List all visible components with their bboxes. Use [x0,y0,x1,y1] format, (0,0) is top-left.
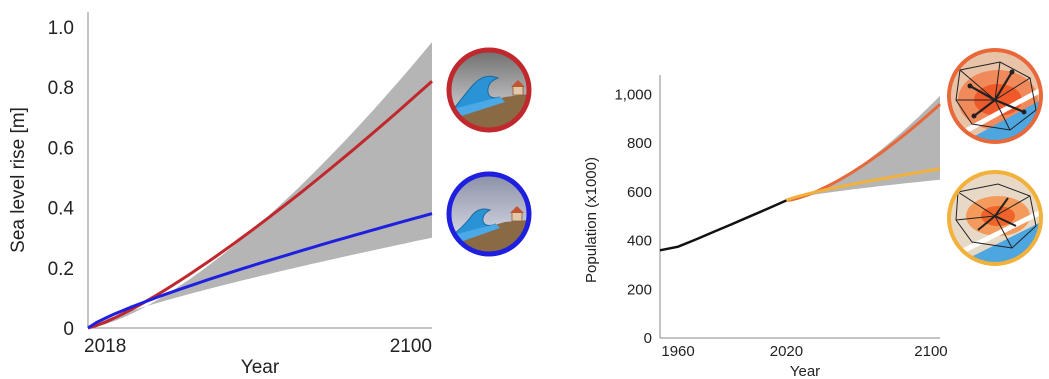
sea-level-chart: 0 0.2 0.4 0.6 0.8 1.0 2018 2100 Year Sea level… [8,12,434,378]
y-tick-label: 400 [627,233,652,250]
tsunami-blue-icon [446,171,532,257]
historical-line [659,199,788,252]
x-tick-labels: 1960 2020 2100 [661,343,947,360]
y-tick-label: 0.6 [48,138,74,159]
y-axis-label: Sea level rise [m] [8,107,29,253]
x-tick-label: 2100 [914,343,947,360]
y-tick-labels: 0 200 400 600 800 1,000 [614,86,652,347]
y-tick-label: 0 [644,330,652,347]
x-tick-label: 1960 [661,343,694,360]
series-yellow-line [785,167,941,202]
x-axis-label: Year [241,357,280,378]
x-tick-label: 2018 [84,336,126,357]
x-tick-label: 2020 [770,343,803,360]
y-tick-label: 800 [627,135,652,152]
x-axis-label: Year [790,363,820,379]
x-tick-label: 2100 [390,336,432,357]
y-axis-label: Population (x1000) [583,157,600,283]
y-tick-labels: 0 0.2 0.4 0.6 0.8 1.0 [48,18,75,340]
city-map-orange-icon [947,48,1043,144]
y-tick-label: 200 [627,281,652,298]
tsunami-red-icon [446,47,532,133]
uncertainty-band [88,42,432,328]
y-tick-label: 1.0 [48,18,74,39]
series-blue-line [87,212,433,330]
city-map-yellow-icon [947,170,1043,266]
y-tick-label: 0 [63,319,74,340]
y-tick-label: 0.2 [48,259,74,280]
uncertainty-band [786,95,940,201]
population-chart: 0 200 400 600 800 1,000 1960 2020 2100 Year Pop… [583,75,948,379]
y-tick-label: 0.8 [48,78,74,99]
y-tick-label: 600 [627,184,652,201]
y-tick-label: 0.4 [48,199,75,220]
x-tick-labels: 2018 2100 [84,336,432,357]
y-tick-label: 1,000 [614,86,652,103]
